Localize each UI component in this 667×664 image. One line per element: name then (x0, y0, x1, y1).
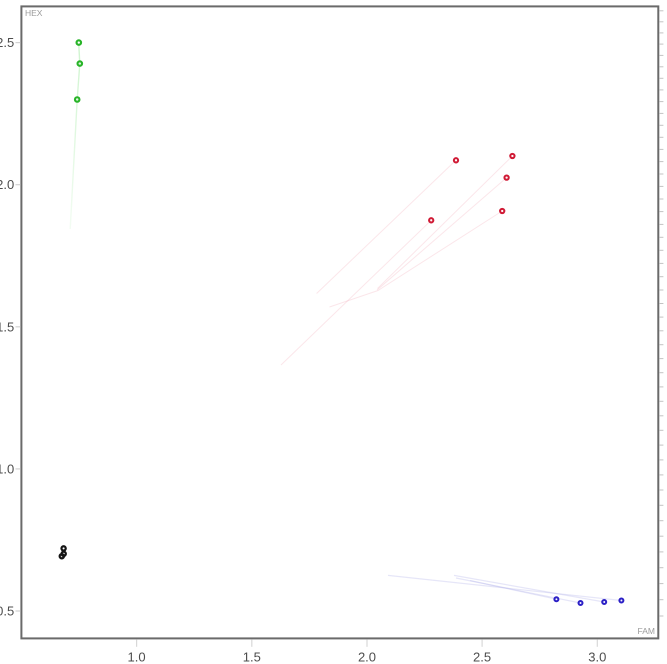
svg-text:2.0: 2.0 (0, 177, 14, 192)
svg-text:FAM: FAM (638, 626, 655, 636)
svg-text:1.5: 1.5 (0, 319, 14, 334)
svg-text:0.5: 0.5 (0, 604, 14, 619)
svg-text:1.0: 1.0 (128, 650, 146, 664)
svg-text:3.0: 3.0 (588, 650, 606, 664)
svg-text:HEX: HEX (25, 8, 43, 18)
svg-text:2.0: 2.0 (358, 650, 376, 664)
svg-text:1.0: 1.0 (0, 461, 14, 476)
svg-text:1.5: 1.5 (243, 650, 261, 664)
svg-text:2.5: 2.5 (473, 650, 491, 664)
svg-text:2.5: 2.5 (0, 35, 14, 50)
